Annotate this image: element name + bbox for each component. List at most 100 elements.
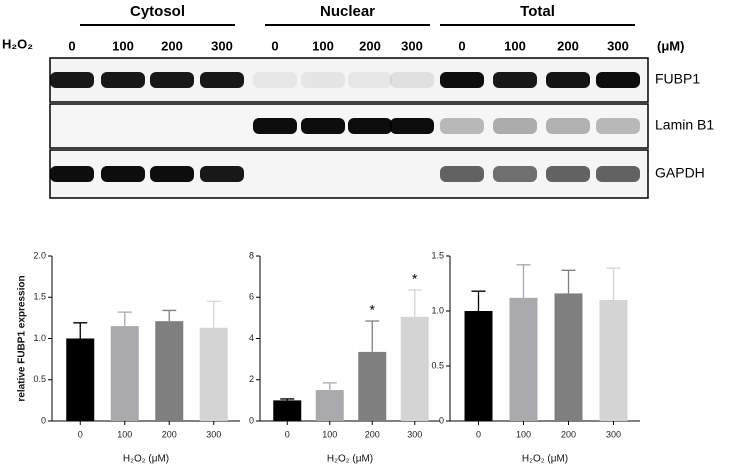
error-bar [471,290,486,311]
error-bar [407,289,422,317]
x-tick-label: 100 [516,429,531,439]
x-axis-label: H₂O₂ (μM) [327,454,373,465]
group-label: Cytosol [130,3,185,20]
annotation: * [370,302,376,318]
x-tick-label: 100 [117,429,132,439]
band [390,72,434,88]
bar [66,338,95,421]
error-bar [280,398,295,401]
unit-label: (μM) [657,38,684,53]
error-bar [365,320,380,352]
band [253,72,297,88]
error-bar [117,311,132,327]
y-tick-label: 0 [439,415,444,425]
bar [464,311,493,421]
reagent-label: H₂O₂ [2,36,33,51]
band [301,118,345,134]
lane-label: 300 [607,38,629,53]
band [596,72,640,88]
band [200,72,244,88]
lane-label: 100 [504,38,526,53]
x-tick-label: 200 [561,429,576,439]
y-tick-label: 1.0 [33,333,46,343]
bar [509,297,538,421]
lane-label: 200 [557,38,579,53]
band [390,118,434,134]
band [596,118,640,134]
lane-label: 0 [458,38,465,53]
band [493,72,537,88]
y-tick-label: 1.5 [33,292,46,302]
bar [554,293,583,421]
error-bar [322,382,337,391]
band [101,166,145,182]
error-bar [162,309,177,322]
error-bar [561,269,576,294]
band [150,166,194,182]
band [440,72,484,88]
protein-label: FUBP1 [655,71,700,87]
bar [400,316,429,421]
band [546,166,590,182]
band [493,118,537,134]
y-tick-label: 0.5 [33,374,46,384]
band [596,166,640,182]
band [50,166,94,182]
group-label: Nuclear [320,3,375,20]
x-axis-label: H₂O₂ (μM) [522,454,568,465]
protein-label: GAPDH [655,165,705,181]
lane-label: 200 [359,38,381,53]
y-tick-label: 1.0 [431,305,444,315]
x-tick-label: 300 [206,429,221,439]
band [200,166,244,182]
x-tick-label: 200 [365,429,380,439]
protein-label: Lamin B1 [655,117,714,133]
y-axis-label: relative FUBP1 expression [17,275,28,401]
bar [599,300,628,421]
lane-label: 100 [112,38,134,53]
x-tick-label: 0 [476,429,481,439]
y-tick-label: 0 [249,415,254,425]
x-tick-label: 0 [285,429,290,439]
x-tick-label: 100 [322,429,337,439]
x-tick-label: 0 [78,429,83,439]
y-tick-label: 2.0 [33,250,46,260]
y-tick-label: 0.5 [431,360,444,370]
lane-label: 100 [312,38,334,53]
error-bar [516,264,531,298]
group-label: Total [520,3,555,20]
band [301,72,345,88]
band [150,72,194,88]
bar [110,326,139,421]
y-tick-label: 4 [249,333,254,343]
band [348,118,392,134]
x-tick-label: 200 [162,429,177,439]
band [546,72,590,88]
y-tick-label: 6 [249,292,254,302]
bar [155,321,184,421]
y-tick-label: 2 [249,374,254,384]
error-bar [206,300,221,328]
y-tick-label: 0 [41,415,46,425]
bar [358,351,387,421]
band [253,118,297,134]
lane-label: 0 [271,38,278,53]
x-axis-label: H₂O₂ (μM) [123,454,169,465]
band [101,72,145,88]
lane-label: 0 [68,38,75,53]
annotation: * [412,271,418,287]
lane-label: 200 [161,38,183,53]
band [546,118,590,134]
y-tick-label: 8 [249,250,254,260]
bar [273,400,302,421]
band [440,166,484,182]
y-tick-label: 1.5 [431,250,444,260]
error-bar [73,322,88,339]
x-tick-label: 300 [606,429,621,439]
band [348,72,392,88]
lane-label: 300 [211,38,233,53]
band [493,166,537,182]
x-tick-label: 300 [407,429,422,439]
lane-label: 300 [401,38,423,53]
